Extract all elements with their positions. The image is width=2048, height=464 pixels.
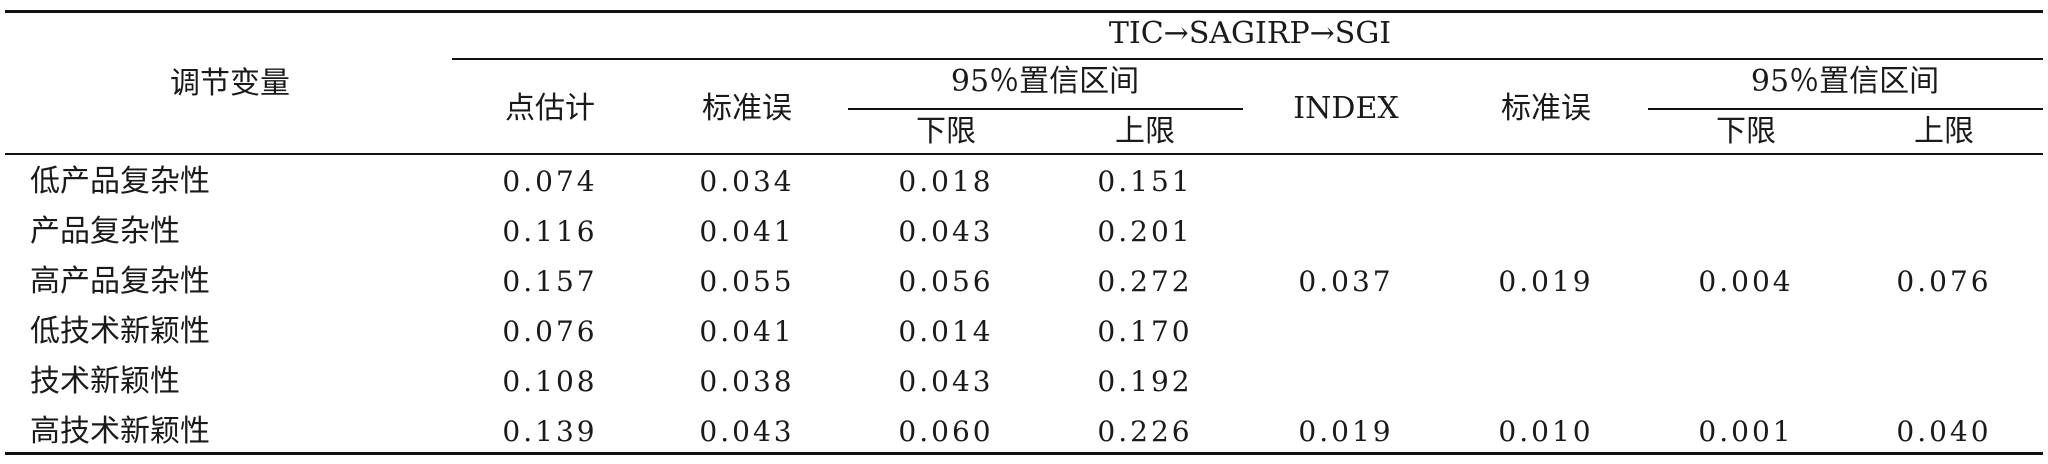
ci-rule-right: [1648, 108, 2043, 110]
ci-header-right: 95％置信区间: [1750, 64, 1940, 99]
index-cell: 0.037: [1298, 265, 1394, 298]
std-error-cell: 0.041: [699, 315, 795, 348]
point-estimate-cell: 0.108: [502, 365, 598, 398]
index-std-error-cell: 0.019: [1498, 265, 1594, 298]
lower-cell: 0.056: [898, 265, 994, 298]
lower-cell: 0.043: [898, 215, 994, 248]
table-top-rule: [5, 10, 2043, 13]
index-header: INDEX: [1293, 91, 1399, 126]
path-header-rule: [452, 58, 2043, 60]
std-error-cell: 0.055: [699, 265, 795, 298]
table-bottom-rule: [5, 452, 2043, 455]
upper-cell: 0.201: [1097, 215, 1193, 248]
index-std-error-cell: 0.010: [1498, 415, 1594, 448]
row-label: 高技术新颖性: [30, 414, 210, 449]
point-estimate-cell: 0.157: [502, 265, 598, 298]
lower-cell: 0.018: [898, 165, 994, 198]
upper-cell: 0.272: [1097, 265, 1193, 298]
index-lower-cell: 0.001: [1698, 415, 1794, 448]
moderator-header: 调节变量: [170, 66, 290, 101]
point-estimate-cell: 0.074: [502, 165, 598, 198]
upper-cell: 0.226: [1097, 415, 1193, 448]
row-label: 产品复杂性: [30, 214, 180, 249]
std-error-header-2: 标准误: [1501, 91, 1591, 126]
upper-header-right: 上限: [1914, 114, 1974, 149]
upper-cell: 0.151: [1097, 165, 1193, 198]
upper-header-left: 上限: [1115, 114, 1175, 149]
std-error-cell: 0.043: [699, 415, 795, 448]
lower-header-left: 下限: [916, 114, 976, 149]
index-cell: 0.019: [1298, 415, 1394, 448]
std-error-cell: 0.041: [699, 215, 795, 248]
index-lower-cell: 0.004: [1698, 265, 1794, 298]
lower-cell: 0.060: [898, 415, 994, 448]
upper-cell: 0.170: [1097, 315, 1193, 348]
std-error-header: 标准误: [702, 91, 792, 126]
point-estimate-cell: 0.076: [502, 315, 598, 348]
lower-header-right: 下限: [1716, 114, 1776, 149]
ci-rule-left: [848, 108, 1243, 110]
upper-cell: 0.192: [1097, 365, 1193, 398]
point-estimate-header: 点估计: [505, 91, 595, 126]
lower-cell: 0.014: [898, 315, 994, 348]
index-upper-cell: 0.076: [1896, 265, 1992, 298]
std-error-cell: 0.038: [699, 365, 795, 398]
lower-cell: 0.043: [898, 365, 994, 398]
point-estimate-cell: 0.116: [502, 215, 598, 248]
path-header: TIC→SAGIRP→SGI: [1108, 16, 1392, 51]
point-estimate-cell: 0.139: [502, 415, 598, 448]
std-error-cell: 0.034: [699, 165, 795, 198]
ci-header-left: 95％置信区间: [950, 64, 1140, 99]
row-label: 低技术新颖性: [30, 314, 210, 349]
row-label: 低产品复杂性: [30, 164, 210, 199]
row-label: 高产品复杂性: [30, 264, 210, 299]
row-label: 技术新颖性: [30, 364, 180, 399]
index-upper-cell: 0.040: [1896, 415, 1992, 448]
header-bottom-rule: [5, 153, 2043, 155]
